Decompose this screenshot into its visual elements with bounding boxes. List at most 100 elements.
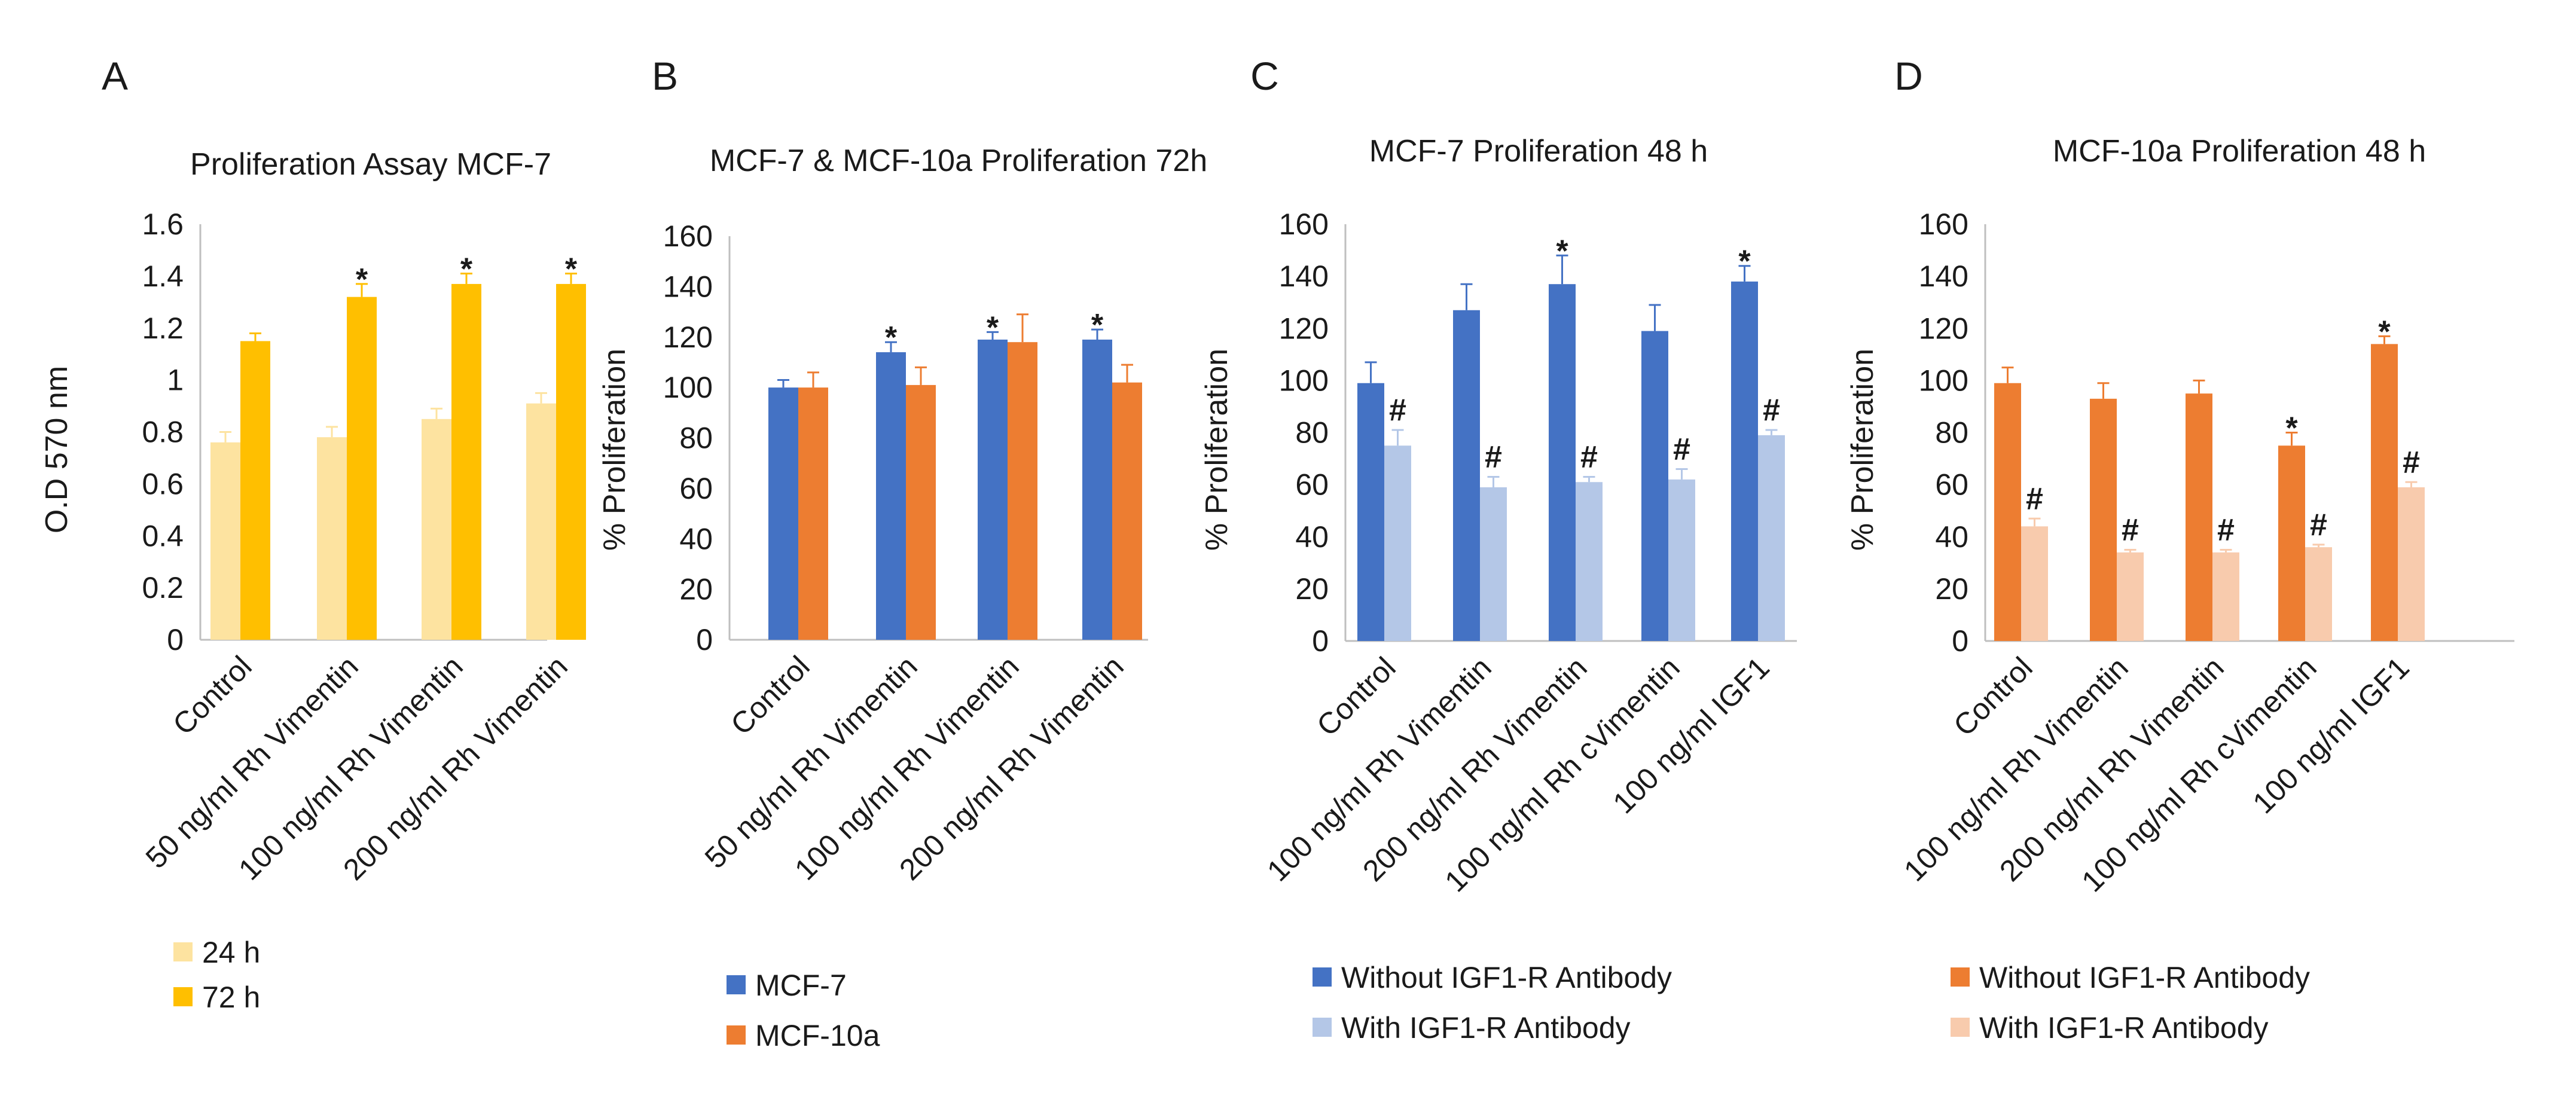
panel-a-y-tick-label: 0.8: [142, 416, 184, 449]
panel-d-100ng-cvimentin-with-antibody-bar: [2305, 547, 2332, 641]
panel-c-title: MCF-7 Proliferation 48 h: [1369, 134, 1708, 169]
panel-c-control-without-antibody-bar: [1357, 383, 1384, 641]
panel-d-y-tick-label: 80: [1935, 416, 1968, 450]
panel-d-legend-swatch-with-antibody: [1951, 1018, 1970, 1037]
panel-b-y-tick-label: 120: [663, 320, 713, 354]
panel-c-100ng-cvimentin-with-antibody-bar: [1668, 479, 1695, 641]
panel-d-control-with-antibody-significance-marker: #: [2026, 481, 2043, 516]
panel-a-letter: A: [102, 54, 128, 98]
panel-d-y-tick-label: 20: [1935, 572, 1968, 606]
panel-d-title: MCF-10a Proliferation 48 h: [2053, 134, 2426, 169]
panel-b-y-tick-label: 80: [679, 422, 713, 455]
panel-d-legend-swatch-without-antibody: [1951, 967, 1970, 987]
panel-a-y-tick-label: 1.2: [142, 312, 184, 345]
panel-a-200ng-vimentin-24h-bar: [526, 403, 556, 640]
panel-c-legend-swatch-with-antibody: [1313, 1018, 1332, 1037]
panel-d-200ng-vimentin-without-antibody-bar: [2186, 393, 2212, 641]
panel-c-100ng-igf1-without-antibody-significance-marker: *: [1738, 245, 1751, 279]
panel-c-200ng-vimentin-with-antibody-bar: [1576, 482, 1603, 641]
panel-d-100ng-cvimentin-with-antibody-significance-marker: #: [2310, 508, 2327, 542]
panel-a-y-tick-label: 0: [167, 623, 184, 657]
panel-d-legend-label-without-antibody: Without IGF1-R Antibody: [1979, 961, 2310, 994]
panel-b-y-tick-label: 0: [696, 623, 713, 657]
panel-b-legend-swatch-mcf7: [727, 975, 746, 994]
panel-a-y-tick-label: 0.2: [142, 571, 184, 604]
panel-d-200ng-vimentin-with-antibody-significance-marker: #: [2217, 513, 2235, 548]
panel-a-100ng-vimentin-24h-bar: [422, 419, 451, 640]
panel-a-100ng-vimentin-72h-significance-marker: *: [460, 252, 473, 287]
panel-a-100ng-vimentin-72h-bar: [451, 283, 481, 640]
panel-a-200ng-vimentin-72h-significance-marker: *: [565, 252, 578, 287]
panel-b-200ng-vimentin-mcf7-bar: [1082, 339, 1112, 640]
panel-b-y-tick-label: 160: [663, 219, 713, 253]
panel-a-y-axis-title: O.D 570 nm: [39, 366, 74, 533]
panel-d-y-tick-label: 160: [1919, 207, 1968, 241]
panel-d-100ng-igf1-with-antibody-significance-marker: #: [2403, 445, 2420, 480]
panel-d-letter: D: [1894, 54, 1923, 98]
panel-d: D MCF-10a Proliferation 48 h % Prolifera…: [1845, 54, 2514, 1045]
panel-b-y-tick-label: 20: [679, 573, 713, 606]
panel-d-control-without-antibody-bar: [1994, 383, 2021, 641]
panel-c-100ng-vimentin-without-antibody-bar: [1453, 310, 1480, 641]
panel-c-200ng-vimentin-with-antibody-significance-marker: #: [1580, 440, 1598, 475]
panel-c-200ng-vimentin-without-antibody-bar: [1549, 284, 1576, 642]
panel-c-100ng-cvimentin-with-antibody-significance-marker: #: [1673, 432, 1690, 466]
panel-b-y-tick-label: 100: [663, 371, 713, 404]
panel-c-y-tick-label: 160: [1279, 207, 1329, 241]
panel-b-y-tick-label: 60: [679, 472, 713, 505]
panel-d-y-tick-label: 60: [1935, 468, 1968, 502]
panel-b-title: MCF-7 & MCF-10a Proliferation 72h: [710, 144, 1207, 178]
panel-c-100ng-cvimentin-without-antibody-bar: [1641, 331, 1668, 641]
panel-a-50ng-vimentin-24h-bar: [317, 437, 347, 640]
panel-c-letter: C: [1250, 54, 1279, 98]
panel-a-y-tick-label: 1: [167, 364, 184, 397]
panel-c-legend-label-without-antibody: Without IGF1-R Antibody: [1341, 961, 1672, 994]
panel-a-legend-swatch-24h: [173, 942, 193, 961]
panel-a-y-tick-label: 0.6: [142, 467, 184, 500]
panel-b-control-mcf7-bar: [768, 387, 798, 640]
panel-d-100ng-cvimentin-without-antibody-significance-marker: *: [2285, 411, 2298, 446]
panel-c-y-tick-label: 60: [1295, 468, 1329, 502]
panel-c-control-with-antibody-significance-marker: #: [1389, 393, 1406, 428]
panel-c-y-tick-label: 140: [1279, 259, 1329, 293]
panel-c-100ng-igf1-without-antibody-bar: [1731, 281, 1758, 641]
panel-c-100ng-igf1-with-antibody-bar: [1758, 435, 1785, 641]
panel-c-100ng-vimentin-with-antibody-bar: [1480, 487, 1507, 641]
panel-c-y-tick-label: 120: [1279, 312, 1329, 345]
panel-b-100ng-vimentin-mcf7-bar: [978, 339, 1008, 640]
panel-a-50ng-vimentin-72h-significance-marker: *: [356, 262, 368, 297]
panel-c-y-tick-label: 0: [1312, 624, 1329, 658]
panel-d-100ng-cvimentin-without-antibody-bar: [2278, 445, 2305, 641]
panel-c-100ng-igf1-with-antibody-significance-marker: #: [1763, 393, 1780, 428]
panel-c-y-tick-label: 40: [1295, 520, 1329, 554]
panel-b-200ng-vimentin-mcf10a-bar: [1112, 382, 1142, 640]
panel-a-200ng-vimentin-72h-bar: [556, 283, 586, 640]
panel-d-100ng-vimentin-with-antibody-significance-marker: #: [2122, 513, 2139, 548]
panel-c-y-tick-label: 20: [1295, 572, 1329, 606]
panel-a-legend-swatch-72h: [173, 987, 193, 1006]
panel-a-title: Proliferation Assay MCF-7: [190, 147, 551, 182]
panel-c-100ng-vimentin-with-antibody-significance-marker: #: [1485, 440, 1502, 475]
panel-b-50ng-vimentin-mcf7-bar: [876, 352, 906, 640]
panel-b-50ng-vimentin-mcf10a-bar: [906, 384, 936, 640]
panel-b-y-tick-label: 140: [663, 270, 713, 303]
panel-d-y-tick-label: 140: [1919, 259, 1968, 293]
panel-d-y-axis-title: % Proliferation: [1845, 349, 1880, 551]
panel-c-200ng-vimentin-without-antibody-significance-marker: *: [1556, 234, 1568, 268]
panel-d-200ng-vimentin-with-antibody-bar: [2212, 552, 2239, 641]
panel-d-y-tick-label: 0: [1952, 624, 1968, 658]
panel-c-legend-swatch-without-antibody: [1313, 967, 1332, 987]
panel-c-y-tick-label: 100: [1279, 364, 1329, 397]
panel-b-y-tick-label: 40: [679, 522, 713, 555]
panel-d-y-tick-label: 100: [1919, 364, 1968, 397]
panel-d-legend-label-with-antibody: With IGF1-R Antibody: [1979, 1011, 2269, 1045]
panel-a-control-24h-bar: [210, 442, 240, 640]
panel-c-control-with-antibody-bar: [1384, 445, 1411, 641]
panel-b-letter: B: [652, 54, 678, 98]
panel-d-100ng-vimentin-with-antibody-bar: [2117, 552, 2144, 641]
panel-c-legend-label-with-antibody: With IGF1-R Antibody: [1341, 1011, 1631, 1045]
panel-c-y-tick-label: 80: [1295, 416, 1329, 450]
panel-d-y-tick-label: 40: [1935, 520, 1968, 554]
panel-d-100ng-igf1-without-antibody-bar: [2371, 344, 2398, 641]
